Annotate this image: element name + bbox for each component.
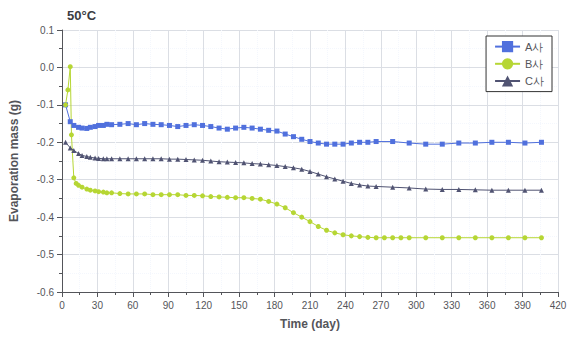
svg-text:60: 60 [127,300,139,311]
svg-text:-0.1: -0.1 [37,99,55,110]
svg-text:120: 120 [195,300,212,311]
svg-text:-0.6: -0.6 [37,287,55,298]
svg-text:-0.5: -0.5 [37,249,55,260]
svg-text:0: 0 [59,300,65,311]
svg-text:C사: C사 [525,75,544,87]
svg-text:-0.4: -0.4 [37,212,55,223]
svg-text:-0.3: -0.3 [37,174,55,185]
svg-text:0.1: 0.1 [40,25,54,36]
svg-text:360: 360 [479,300,496,311]
svg-text:420: 420 [550,300,567,311]
svg-text:240: 240 [337,300,354,311]
svg-text:Time (day): Time (day) [280,317,340,331]
svg-text:0.0: 0.0 [40,62,54,73]
svg-text:A사: A사 [525,41,543,53]
svg-text:150: 150 [231,300,248,311]
svg-text:390: 390 [514,300,531,311]
svg-text:330: 330 [443,300,460,311]
svg-text:B사: B사 [525,58,543,70]
svg-text:300: 300 [408,300,425,311]
svg-text:30: 30 [92,300,104,311]
svg-text:50°C: 50°C [67,8,97,23]
svg-text:Evaporation mass (g): Evaporation mass (g) [7,100,21,222]
svg-text:180: 180 [266,300,283,311]
svg-text:270: 270 [373,300,390,311]
svg-text:-0.2: -0.2 [37,137,55,148]
svg-text:210: 210 [302,300,319,311]
svg-text:90: 90 [163,300,175,311]
